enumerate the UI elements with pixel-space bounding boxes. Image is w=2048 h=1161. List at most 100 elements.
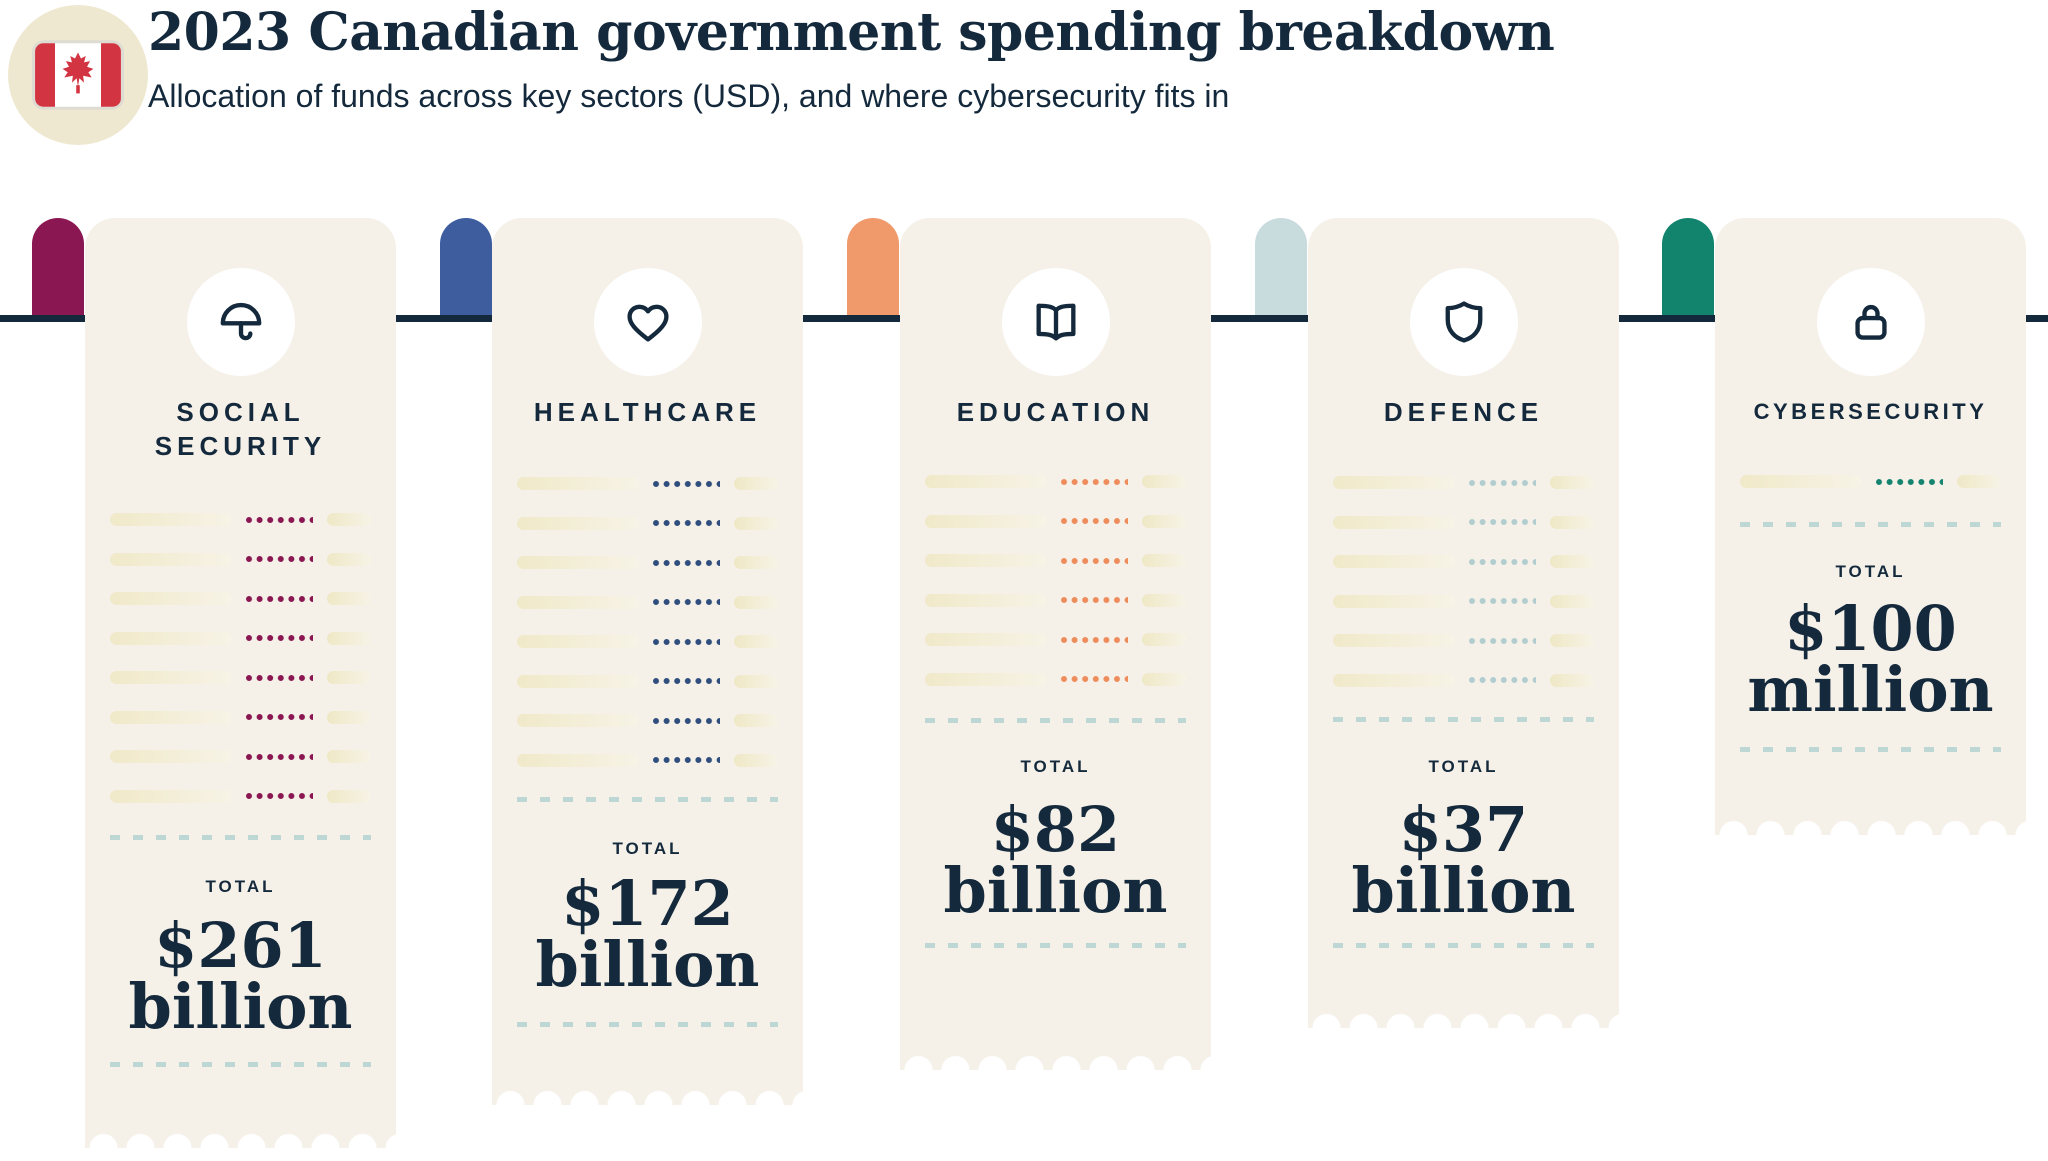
sector-icon-circle [186, 268, 295, 376]
line-pill [517, 753, 639, 767]
sector-label: CYBERSECURITY [1753, 399, 1988, 424]
line-pill [110, 631, 232, 645]
receipt-line [110, 789, 371, 803]
sector-label: SOCIAL SECURITY [154, 397, 327, 461]
receipt-line [110, 592, 371, 605]
line-pill [517, 674, 639, 688]
shield-icon [1445, 301, 1482, 343]
total-label: TOTAL [1020, 757, 1091, 776]
dot-leader [1061, 636, 1128, 643]
receipt-line [1333, 673, 1594, 687]
line-pill [925, 514, 1047, 528]
total-label: TOTAL [205, 877, 276, 896]
dot-leader [246, 674, 313, 681]
dot-leader [1061, 557, 1128, 564]
line-pill [517, 556, 639, 569]
dashed-divider [517, 1022, 778, 1027]
dot-leader [653, 717, 720, 724]
line-pill [734, 674, 778, 688]
line-pill [734, 595, 778, 609]
sector-label: DEFENCE [1383, 397, 1544, 427]
dot-leader [246, 516, 313, 523]
line-pill [1142, 672, 1186, 686]
line-pill [925, 475, 1047, 488]
line-pill [1142, 475, 1186, 488]
amount-value: $37 [1398, 793, 1529, 866]
receipt-line [110, 552, 371, 566]
total-amount: $261 billion [85, 915, 396, 1043]
dot-leader [1061, 478, 1128, 485]
dot-leader [1469, 598, 1536, 604]
receipt-line [517, 753, 778, 767]
amount-value: $82 [990, 793, 1121, 866]
umbrella-icon [220, 303, 261, 341]
line-pill [734, 753, 778, 767]
line-pill [327, 513, 371, 526]
dashed-divider [1740, 522, 2001, 527]
line-pill [1550, 476, 1594, 489]
receipt-line [110, 671, 371, 684]
receipt-card-social-security: SOCIAL SECURITY TOTAL $261 billion [85, 218, 396, 1148]
amount-unit: billion [535, 928, 760, 1001]
receipt-line [1333, 594, 1594, 608]
dashed-divider [925, 718, 1186, 723]
dot-leader [1469, 637, 1536, 644]
sector-icon-circle [1816, 268, 1925, 376]
dot-leader [246, 556, 313, 562]
dot-leader [653, 599, 720, 605]
line-pill [327, 789, 371, 803]
receipt-line [1740, 475, 2001, 488]
dot-leader [653, 559, 720, 566]
line-pill [1550, 673, 1594, 687]
receipt-line [110, 631, 371, 645]
dashed-divider [925, 943, 1186, 948]
canada-flag-icon [32, 40, 124, 110]
amount-unit: billion [128, 970, 353, 1043]
line-pill [734, 516, 778, 530]
line-pill [110, 750, 232, 763]
dot-leader [653, 678, 720, 684]
total-amount: $37 billion [1308, 793, 1619, 927]
receipt-line [925, 514, 1186, 528]
line-pill [1550, 594, 1594, 608]
dot-leader [1876, 478, 1943, 485]
receipt-line [517, 477, 778, 490]
line-pill [1333, 515, 1455, 529]
dot-leader [246, 793, 313, 799]
receipt-tab-cybersecurity [1662, 218, 1714, 322]
receipt-line [517, 674, 778, 688]
scalloped-edge [900, 1054, 1211, 1070]
receipt-line [110, 750, 371, 763]
dot-leader [1061, 597, 1128, 603]
dot-leader [1469, 479, 1536, 486]
receipt-line [1333, 634, 1594, 647]
receipt-line [110, 513, 371, 526]
receipt-line [517, 516, 778, 530]
scalloped-edge [492, 1089, 803, 1105]
line-pill [734, 635, 778, 648]
receipt-line [925, 672, 1186, 686]
dashed-divider [110, 835, 371, 840]
receipt-tab-social-security [32, 218, 84, 322]
line-pill [1142, 514, 1186, 528]
line-pill [925, 554, 1047, 567]
heart-icon [626, 304, 669, 342]
line-pill [517, 477, 639, 490]
total-label: TOTAL [612, 839, 683, 858]
page-subtitle: Allocation of funds across key sectors (… [148, 78, 1230, 114]
line-pill [925, 633, 1047, 646]
total-amount: $100 million [1715, 598, 2026, 721]
line-pill [1740, 475, 1862, 488]
receipt-lines [1740, 475, 2001, 515]
line-pill [1142, 593, 1186, 607]
line-pill [517, 595, 639, 609]
line-pill [1142, 633, 1186, 646]
scalloped-edge [85, 1132, 396, 1148]
page-title: 2023 Canadian government spending breakd… [148, 2, 1555, 63]
receipt-line [925, 475, 1186, 488]
line-pill [110, 592, 232, 605]
line-pill [1550, 634, 1594, 647]
dashed-divider [1333, 717, 1594, 722]
amount-unit: billion [1351, 854, 1576, 927]
